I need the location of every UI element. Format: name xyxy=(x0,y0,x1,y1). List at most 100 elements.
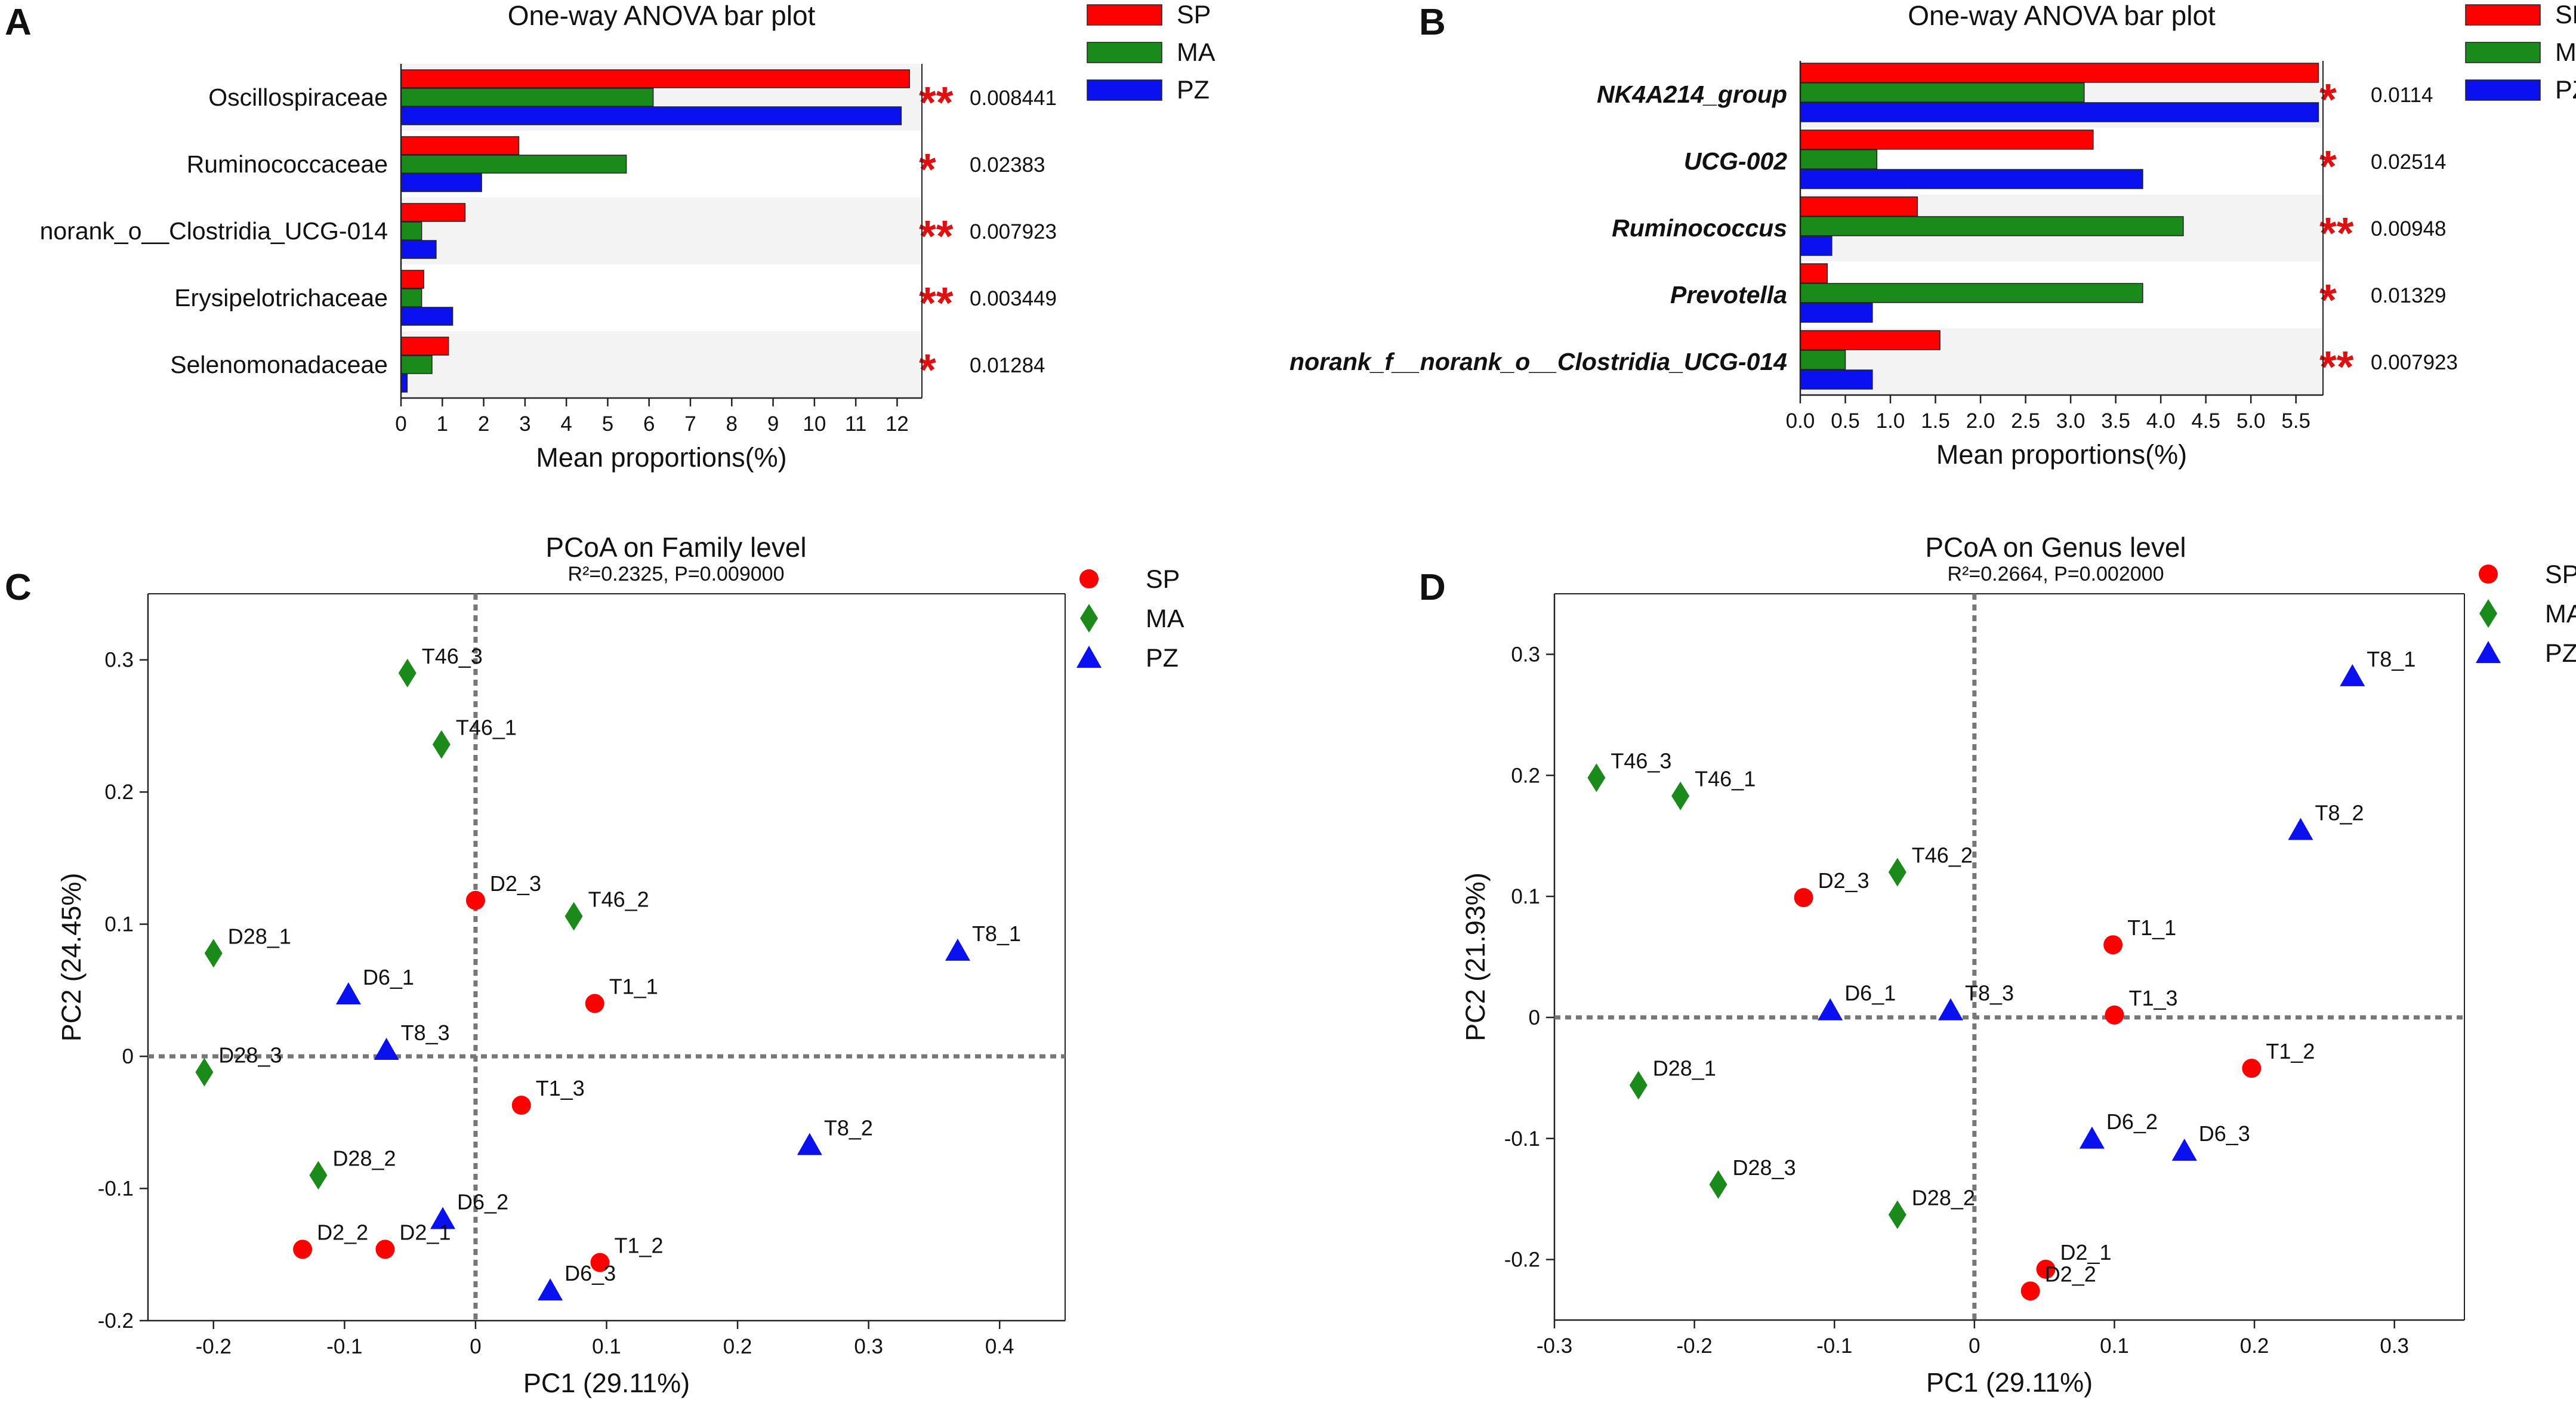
legend-label-sp: SP xyxy=(1177,1,1211,29)
point-marker-ma xyxy=(1587,763,1606,793)
x-tick-label: 5.5 xyxy=(2281,409,2310,433)
x-tick-label: 1 xyxy=(437,412,448,436)
y-tick-label: 0 xyxy=(1529,1006,1540,1029)
x-axis-label: Mean proportions(%) xyxy=(1936,439,2187,470)
legend-swatch-ma xyxy=(1087,42,1162,63)
p-value: 0.02383 xyxy=(970,153,1045,177)
bar-sp xyxy=(400,203,466,222)
category-label: UCG-002 xyxy=(1684,147,1787,175)
bar-sp xyxy=(400,136,520,155)
bar-sp xyxy=(1800,263,1828,283)
point-label: T1_1 xyxy=(2127,915,2176,940)
x-tick-label: 1.5 xyxy=(1921,409,1950,433)
x-tick-label: 0 xyxy=(395,412,406,436)
bar-pz xyxy=(1800,369,1873,390)
bar-sp xyxy=(400,270,424,289)
point-label: T8_2 xyxy=(824,1115,873,1140)
point-label: D28_3 xyxy=(1733,1155,1796,1180)
p-value: 0.008441 xyxy=(970,87,1057,110)
point-label: D2_3 xyxy=(1818,868,1869,893)
x-tick-label: 5.0 xyxy=(2236,409,2266,433)
category-label: Ruminococcus xyxy=(1612,214,1787,242)
bar-pz xyxy=(1800,303,1873,323)
y-tick-label: -0.1 xyxy=(1504,1127,1540,1151)
x-tick-label: 9 xyxy=(767,412,779,436)
point-label: T46_1 xyxy=(456,715,517,739)
bar-ma xyxy=(1800,283,2143,303)
point-marker-sp xyxy=(375,1239,395,1259)
panel-letter-a: A xyxy=(5,2,32,43)
bar-pz xyxy=(400,173,482,192)
p-value: 0.01329 xyxy=(2371,284,2447,307)
bar-sp xyxy=(1800,330,1941,350)
y-tick-label: 0 xyxy=(122,1045,134,1068)
legend-swatch-sp xyxy=(1087,4,1162,26)
significance-stars: ** xyxy=(919,278,954,328)
point-marker-pz xyxy=(945,938,970,961)
point-marker-sp xyxy=(1079,569,1099,588)
x-tick-label: 8 xyxy=(726,412,738,436)
bar-ma xyxy=(400,221,422,240)
legend-label-sp: SP xyxy=(2545,560,2576,589)
bar-ma xyxy=(1800,82,2085,103)
bar-sp xyxy=(1800,129,2094,150)
y-axis-label: PC2 (21.93%) xyxy=(1460,872,1491,1041)
x-tick-label: 0.2 xyxy=(2240,1334,2269,1358)
point-label: D6_3 xyxy=(564,1261,616,1285)
chart-title: One-way ANOVA bar plot xyxy=(508,0,816,31)
panel-letter-b: B xyxy=(1419,2,1446,43)
bar-ma xyxy=(400,288,422,307)
legend-label-ma: MA xyxy=(2555,38,2576,67)
x-tick-label: 0.2 xyxy=(723,1335,752,1358)
category-label: NK4A214_group xyxy=(1597,81,1787,108)
p-value: 0.01284 xyxy=(970,354,1045,377)
bar-pz xyxy=(1800,169,2143,189)
point-marker-sp xyxy=(2036,1259,2056,1279)
point-label: D28_1 xyxy=(228,924,291,948)
significance-stars: ** xyxy=(919,211,954,261)
point-marker-ma xyxy=(309,1161,328,1190)
p-value: 0.00948 xyxy=(2371,217,2447,240)
point-marker-ma xyxy=(195,1057,214,1087)
x-axis-label: Mean proportions(%) xyxy=(536,442,786,473)
point-marker-pz xyxy=(430,1207,456,1229)
point-marker-sp xyxy=(585,994,604,1013)
p-value: 0.0114 xyxy=(2371,84,2433,107)
chart-title: PCoA on Family level xyxy=(545,532,806,563)
point-marker-pz xyxy=(1076,646,1102,668)
point-marker-ma xyxy=(564,902,583,931)
x-tick-label: 0.4 xyxy=(985,1335,1014,1358)
x-axis-label: PC1 (29.11%) xyxy=(523,1368,690,1398)
point-label: D6_1 xyxy=(1844,981,1896,1006)
category-label: Prevotella xyxy=(1670,281,1787,309)
point-marker-pz xyxy=(2079,1126,2105,1149)
x-tick-label: 4.5 xyxy=(2191,409,2220,433)
bar-sp xyxy=(400,337,449,356)
x-tick-label: 0.3 xyxy=(854,1335,883,1358)
point-marker-sp xyxy=(2020,1281,2040,1301)
point-marker-ma xyxy=(432,730,451,759)
chart-title: PCoA on Genus level xyxy=(1925,532,2186,563)
p-value: 0.003449 xyxy=(970,287,1057,310)
panel-letter-d: D xyxy=(1419,567,1446,608)
point-label: T1_3 xyxy=(2128,986,2177,1010)
y-tick-label: -0.2 xyxy=(1504,1248,1540,1272)
bar-sp xyxy=(1800,196,1918,217)
category-label: Selenomonadaceae xyxy=(170,351,388,378)
point-label: T8_1 xyxy=(972,921,1021,946)
point-label: D28_2 xyxy=(1912,1186,1975,1210)
point-label: D28_2 xyxy=(332,1146,396,1170)
y-tick-label: 0.1 xyxy=(104,913,134,936)
bar-ma xyxy=(1800,149,1878,169)
y-tick-label: 0.3 xyxy=(104,649,134,672)
x-tick-label: 0.3 xyxy=(2380,1334,2409,1358)
point-marker-pz xyxy=(538,1278,563,1301)
point-marker-ma xyxy=(1080,604,1098,633)
legend-label-pz: PZ xyxy=(1146,644,1179,673)
category-label: Oscillospiraceae xyxy=(208,84,388,111)
category-label: norank_f__norank_o__Clostridia_UCG-014 xyxy=(1289,348,1787,375)
p-value: 0.02514 xyxy=(2371,150,2447,174)
point-label: D2_1 xyxy=(2060,1240,2112,1265)
x-tick-label: 3.0 xyxy=(2056,409,2086,433)
